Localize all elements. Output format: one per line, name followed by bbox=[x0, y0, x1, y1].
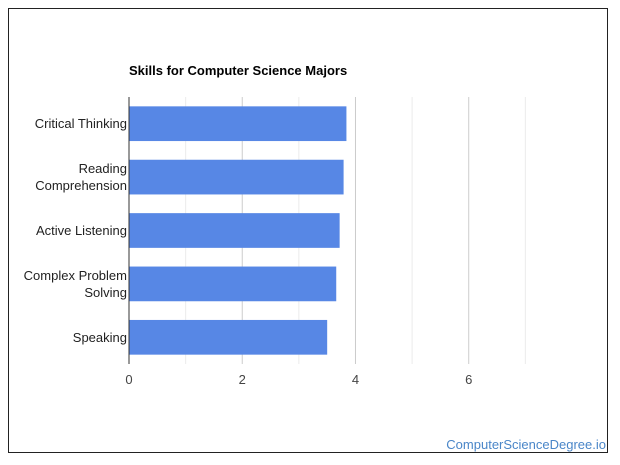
bar[interactable] bbox=[129, 319, 328, 355]
x-tick-label: 4 bbox=[352, 372, 359, 387]
category-label: Critical Thinking bbox=[35, 116, 127, 131]
category-label: Complex Problem Solving bbox=[24, 268, 127, 300]
source-credit-link[interactable]: ComputerScienceDegree.io bbox=[446, 437, 606, 452]
bar[interactable] bbox=[129, 213, 340, 248]
category-label: Reading Comprehension bbox=[35, 161, 127, 193]
tick-labels: 0 2 4 6 bbox=[125, 372, 472, 387]
bar[interactable] bbox=[129, 106, 347, 142]
chart-title: Skills for Computer Science Majors bbox=[129, 63, 348, 78]
category-label: Active Listening bbox=[36, 223, 127, 238]
x-tick-label: 2 bbox=[239, 372, 246, 387]
bar[interactable] bbox=[129, 266, 337, 302]
bar[interactable] bbox=[129, 159, 344, 195]
bars bbox=[129, 106, 347, 355]
category-label: Speaking bbox=[73, 330, 127, 345]
x-tick-label: 0 bbox=[125, 372, 132, 387]
x-tick-label: 6 bbox=[465, 372, 472, 387]
category-labels: Critical Thinking Reading Comprehension Act… bbox=[24, 116, 127, 345]
